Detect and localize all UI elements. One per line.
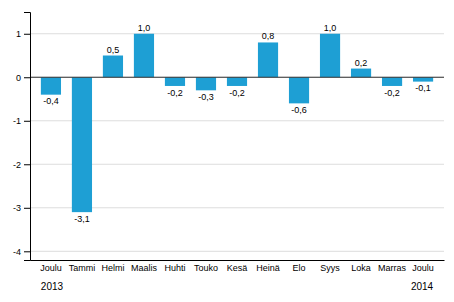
data-label: -0,3 [198,92,214,102]
data-label: -0,2 [167,88,183,98]
x-tick-label: Elo [293,263,306,273]
x-tick-label: Loka [351,263,371,273]
data-label: -0,2 [229,88,245,98]
bar [72,77,92,212]
y-tick-mark [24,34,30,35]
x-tick-label: Joulu [40,263,62,273]
data-label: -0,1 [415,83,431,93]
zero-line [30,77,444,78]
y-tick-label: -3 [13,203,21,213]
y-tick-mark [24,251,30,252]
bar [289,77,309,103]
x-tick: Touko [194,260,218,273]
bar [134,34,154,78]
x-tick: Tammi [69,260,96,273]
x-tick: Loka [351,260,371,273]
x-tick-label: Helmi [101,263,124,273]
y-tick-mark [24,208,30,209]
y-tick: 0 [16,73,30,83]
bar [351,69,371,78]
bar [320,34,340,78]
grid-line [30,120,444,121]
x-tick: Heinä [256,260,280,273]
y-tick-mark [24,77,30,78]
bar [227,77,247,86]
data-label: 1,0 [324,23,337,33]
grid-line [30,77,444,78]
x-tick: Marras [378,260,407,273]
y-tick-mark [24,164,30,165]
bar [196,77,216,90]
data-labels: -0,4 -3,1 0,5 1,0 -0,2 -0,3 -0,2 0,8 -0,6 1,0 0,2 -… [43,23,431,224]
x-axis-line [31,260,445,261]
y-tick: 1 [16,29,30,39]
y-tick-label: 0 [16,73,21,83]
data-label: -0,4 [43,96,59,106]
data-label: -3,1 [74,214,90,224]
x-tick-label: Kesä [227,263,248,273]
year-label: 2013 [41,281,64,292]
bar [413,77,433,81]
x-tick-label: Marras [378,263,407,273]
y-axis: -4 -3 -2 -1 0 1 [13,13,31,261]
bar [103,56,123,78]
x-tick: Syys [320,260,340,273]
y-axis-line [24,13,31,261]
x-axis: Joulu Tammi Helmi Maalis Huhti Touko Kesä Heinä… [31,260,445,273]
x-tick-label: Heinä [256,263,280,273]
grid-line [30,164,444,165]
year-label: 2014 [411,281,434,292]
chart: -4 -3 -2 -1 0 1 Joulu Tammi Helmi Maalis Huhti Touk… [0,0,454,302]
x-tick-label: Joulu [412,263,434,273]
x-tick: Joulu [40,260,62,273]
y-tick: -3 [13,203,30,213]
bar [41,77,61,94]
data-label: -0,2 [384,88,400,98]
y-tick-label: -1 [13,116,21,126]
y-tick-mark [24,121,30,122]
data-label: 0,2 [355,58,368,68]
x-tick-label: Syys [320,263,340,273]
y-tick: -2 [13,160,30,170]
x-tick: Kesä [227,260,248,273]
grid-line [30,33,444,34]
grid-line [30,207,444,208]
x-tick: Maalis [131,260,158,273]
x-tick-label: Huhti [164,263,185,273]
y-tick: -1 [13,116,30,126]
x-tick-label: Tammi [69,263,96,273]
x-tick-label: Touko [194,263,218,273]
chart-container: -4 -3 -2 -1 0 1 Joulu Tammi Helmi Maalis Huhti Touk… [0,0,454,302]
y-tick: -4 [13,247,30,257]
data-label: 0,8 [262,31,275,41]
y-tick-label: -2 [13,160,21,170]
grid-line [30,251,444,252]
bar [258,42,278,77]
grid [30,34,444,252]
y-tick-label: 1 [16,29,21,39]
x-tick: Helmi [101,260,124,273]
plot: -4 -3 -2 -1 0 1 Joulu Tammi Helmi Maalis Huhti Touk… [13,13,445,293]
data-label: -0,6 [291,105,307,115]
x-tick: Huhti [164,260,185,273]
bar [165,77,185,86]
data-label: 0,5 [107,45,120,55]
bar [382,77,402,86]
bars [41,34,433,212]
x-tick-label: Maalis [131,263,158,273]
x-tick: Joulu [412,260,434,273]
y-tick-label: -4 [13,247,21,257]
x-tick: Elo [293,260,306,273]
data-label: 1,0 [138,23,151,33]
